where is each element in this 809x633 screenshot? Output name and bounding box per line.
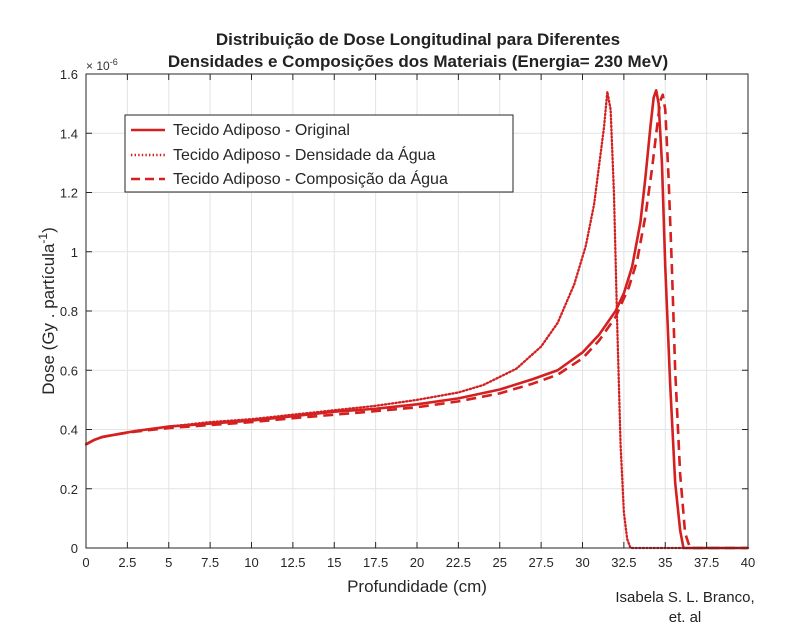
y-axis-label-sup: -1 bbox=[36, 233, 50, 244]
y-tick-label: 0.2 bbox=[60, 482, 78, 497]
author-credit-line-2: et. al bbox=[668, 609, 702, 626]
x-tick-label: 5 bbox=[165, 555, 172, 570]
legend-label-composicao: Tecido Adiposo - Composição da Água bbox=[173, 169, 448, 188]
author-credit: Isabela S. L. Branco, et. al bbox=[600, 588, 770, 628]
y-tick-label: 0.4 bbox=[60, 423, 78, 438]
legend-label-original: Tecido Adiposo - Original bbox=[173, 122, 350, 139]
x-tick-label: 17.5 bbox=[363, 555, 388, 570]
x-tick-label: 0 bbox=[82, 555, 89, 570]
y-tick-label: 1 bbox=[71, 245, 78, 260]
author-credit-line-1: Isabela S. L. Branco, bbox=[615, 589, 755, 606]
y-axis-multiplier-exponent: -6 bbox=[110, 57, 118, 67]
x-tick-label: 12.5 bbox=[280, 555, 305, 570]
x-tick-label: 22.5 bbox=[446, 555, 471, 570]
y-axis-label-main: Dose (Gy . partícula bbox=[39, 243, 58, 395]
y-tick-label: 0.8 bbox=[60, 304, 78, 319]
series-layer bbox=[84, 88, 750, 550]
y-tick-label: 1.4 bbox=[60, 126, 78, 141]
y-tick-label: 0.6 bbox=[60, 363, 78, 378]
x-tick-label: 2.5 bbox=[118, 555, 136, 570]
y-axis-ticks: 0 0.2 0.4 0.6 0.8 1 1.2 1.4 1.6 bbox=[60, 67, 748, 556]
x-tick-label: 10 bbox=[244, 555, 258, 570]
series-line-dashed bbox=[85, 93, 748, 550]
x-tick-label: 25 bbox=[493, 555, 507, 570]
y-tick-label: 1.6 bbox=[60, 67, 78, 82]
x-tick-label: 37.5 bbox=[694, 555, 719, 570]
x-tick-label: 15 bbox=[327, 555, 341, 570]
x-tick-label: 20 bbox=[410, 555, 424, 570]
x-tick-label: 32.5 bbox=[611, 555, 636, 570]
legend: Tecido Adiposo - Original Tecido Adiposo… bbox=[124, 114, 514, 193]
y-axis-label-close: ) bbox=[39, 227, 58, 233]
chart-title-line-2: Densidades e Composições dos Materiais (… bbox=[168, 52, 668, 71]
x-tick-label: 35 bbox=[658, 555, 672, 570]
x-tick-label: 7.5 bbox=[201, 555, 219, 570]
x-axis-label: Profundidade (cm) bbox=[347, 577, 487, 596]
y-tick-label: 1.2 bbox=[60, 186, 78, 201]
chart-title-line-1: Distribuição de Dose Longitudinal para D… bbox=[216, 30, 620, 49]
x-axis-ticks: 0 2.5 5 7.5 10 12.5 15 17.5 20 22.5 25 27.5 30 32.5 35… bbox=[82, 74, 755, 570]
x-tick-label: 30 bbox=[575, 555, 589, 570]
y-axis-multiplier-base: × 10 bbox=[86, 59, 110, 73]
y-axis-multiplier: × 10-6 bbox=[86, 57, 118, 73]
series-line-solid bbox=[85, 88, 748, 550]
x-tick-label: 40 bbox=[741, 555, 755, 570]
legend-label-densidade: Tecido Adiposo - Densidade da Água bbox=[173, 145, 436, 164]
legend-box bbox=[124, 114, 514, 193]
x-tick-label: 27.5 bbox=[528, 555, 553, 570]
y-axis-label: Dose (Gy . partícula-1) bbox=[36, 227, 58, 395]
y-tick-label: 0 bbox=[71, 541, 78, 556]
